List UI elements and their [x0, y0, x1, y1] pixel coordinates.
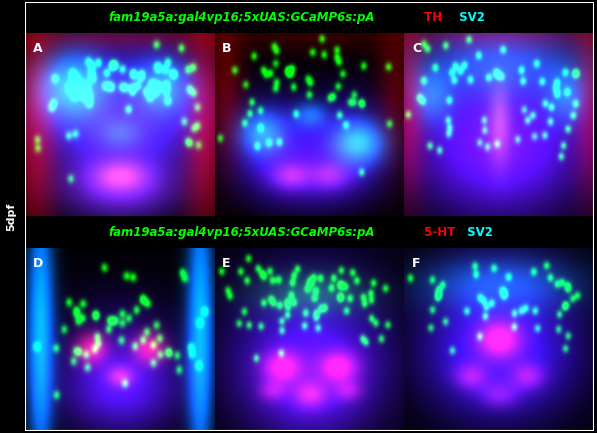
Text: 5dpf: 5dpf [6, 202, 16, 231]
Text: fam19a5a:gal4vp16;5xUAS:GCaMP6s:pA: fam19a5a:gal4vp16;5xUAS:GCaMP6s:pA [108, 226, 374, 239]
Text: F: F [412, 257, 420, 270]
Text: C: C [412, 42, 421, 55]
Text: 5-HT: 5-HT [420, 226, 456, 239]
Text: SV2: SV2 [463, 226, 493, 239]
Text: SV2: SV2 [455, 11, 485, 24]
Text: E: E [222, 257, 231, 270]
Text: fam19a5a:gal4vp16;5xUAS:GCaMP6s:pA: fam19a5a:gal4vp16;5xUAS:GCaMP6s:pA [108, 11, 374, 24]
Text: B: B [222, 42, 232, 55]
Text: D: D [33, 257, 43, 270]
Text: A: A [33, 42, 42, 55]
Text: TH: TH [420, 11, 442, 24]
